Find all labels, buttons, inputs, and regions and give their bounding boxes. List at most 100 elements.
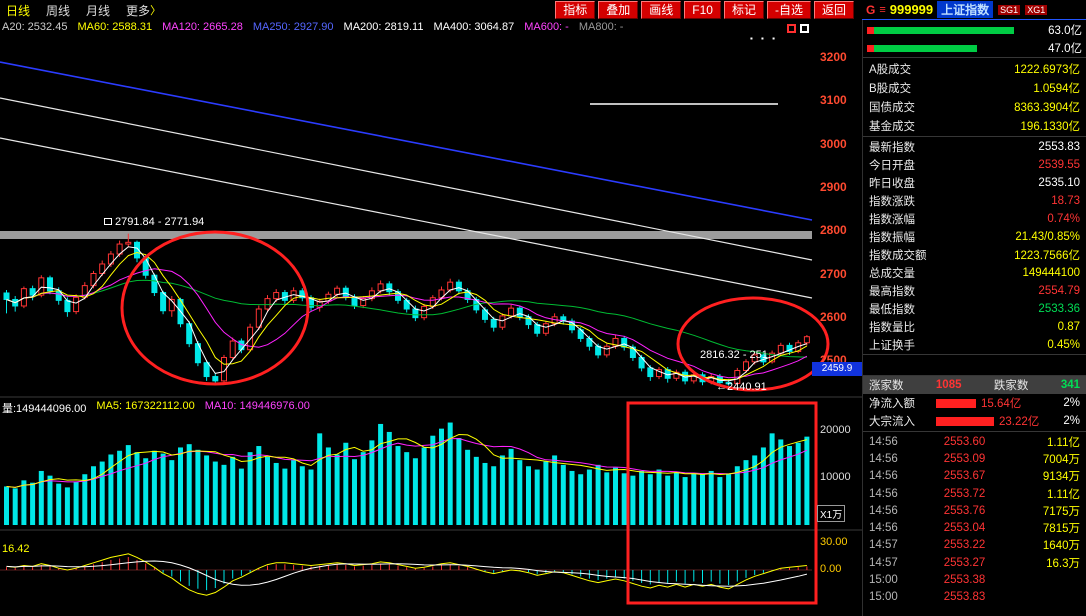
tick-row: 14:57 2553.27 16.3万 [863,554,1086,571]
tick-price: 2553.04 [943,522,986,535]
tab-monthly[interactable]: 月线 [86,3,111,18]
y-axis-label: 2600 [820,309,847,324]
tick-time: 14:56 [869,435,898,448]
draw-line-button[interactable]: 画线 [641,1,682,19]
menu-icon[interactable]: ≡ [879,3,886,16]
volume-labels: 量:149444096.00 MA5: 167322112.00 MA10: 149… [2,400,310,416]
volume-ma-label: MA10: 149446976.00 [204,400,310,412]
tick-list[interactable]: 14:56 2553.60 1.11亿 14:56 2553.09 7004万 14:56 2… [863,433,1086,606]
turnover-value: 1.0594亿 [1033,82,1080,95]
ma-label: MA400: 3064.87 [433,21,515,33]
back-button[interactable]: 返回 [813,1,854,19]
chart-close-icon[interactable] [800,24,809,33]
quote-label: 指数涨跌 [869,196,915,208]
queue-bar-red-segment [867,26,874,34]
flow-row: 净流入额 15.64亿 2% [863,394,1086,412]
quote-header: G ≡ 999999 上证指数 SG1 XG1 [862,0,1086,20]
queue-bar [867,44,977,52]
chart-region[interactable]: A20: 2532.45 MA60: 2588.31 MA120: 2665.28 M… [0,20,862,616]
range-annotation: 2816.32 - 251 [700,349,768,361]
turnover-value: 196.1330亿 [1020,120,1080,133]
chevron-right-icon[interactable]: 〉 [150,5,162,17]
sidebar-spacer [863,354,1086,376]
quote-label: 最低指数 [869,304,915,316]
ma-labels: A20: 2532.45 MA60: 2588.31 MA120: 2665.28 M… [2,21,623,33]
stock-code[interactable]: 999999 [889,2,934,17]
kline-chart-canvas[interactable] [0,20,862,616]
tab-weekly[interactable]: 周线 [46,3,71,18]
stock-name[interactable]: 上证指数 [937,1,994,18]
turnover-value: 1222.6973亿 [1014,63,1080,76]
top-toolbar: 日线 周线 月线 更多 〉 指标 叠加 画线 F10 标记 -自选 返回 G ≡ 999999 上… [0,0,1086,20]
quote-label: 指数振幅 [869,232,915,244]
queue-bar-green-segment [874,44,977,52]
tick-time: 15:00 [869,574,898,587]
chart-tool-icon[interactable] [787,24,796,33]
ma-label: MA800: - [578,21,624,33]
quote-value: 1223.7566亿 [1014,250,1080,262]
g-indicator: G [866,2,876,17]
turnover-label: 国债成交 [869,101,915,114]
tag-xg1: XG1 [1025,4,1048,15]
tick-row: 14:57 2553.22 1640万 [863,537,1086,554]
flow-label: 净流入额 [869,398,915,410]
quote-row: 今日开盘 2539.55 [863,156,1086,174]
queue-bar-row: 63.0亿 [863,22,1086,38]
mark-button[interactable]: 标记 [723,1,764,19]
tick-price: 2553.67 [943,470,986,483]
tab-more[interactable]: 更多 [126,3,151,18]
down-count-label: 跌家数 [993,380,1029,392]
toolbar-dots-icon[interactable]: ▪ ▪ ▪ [750,34,778,43]
volume-axis-label: 20000 [820,424,851,436]
tick-row: 14:56 2553.67 9134万 [863,468,1086,485]
tick-row: 14:56 2553.76 7175万 [863,502,1086,519]
quote-row: 最新指数 2553.83 [863,138,1086,156]
y-axis-label: 2700 [820,266,847,281]
tick-volume: 1.11亿 [1046,488,1080,501]
y-axis-label: 2800 [820,223,847,238]
volume-ma-label: MA5: 167322112.00 [96,400,195,412]
low-annotation: ←2440.91 [716,381,767,393]
oscillator-value: 16.42 [2,543,30,555]
up-count-label: 涨家数 [869,380,904,392]
turnover-row: 基金成交 196.1330亿 [863,116,1086,135]
tick-row: 14:56 2553.04 7815万 [863,519,1086,536]
tick-price: 2553.38 [943,574,986,587]
ma-label: A20: 2532.45 [2,21,68,33]
volume-unit-label: X1万 [817,505,846,522]
tick-row: 14:56 2553.60 1.11亿 [863,433,1086,450]
peak-annotation: 2791.84 - 2771.94 [104,216,204,228]
quote-row: 指数振幅 21.43/0.85% [863,228,1086,246]
quote-label: 总成交量 [869,268,915,280]
f10-button[interactable]: F10 [684,1,721,19]
tab-daily[interactable]: 日线 [6,3,31,18]
price-tag: 2459.9 [812,362,862,376]
quote-value: 21.43/0.85% [1015,231,1080,243]
tick-price: 2553.72 [943,487,986,500]
oscillator-axis-label: 30.00 [820,536,848,548]
turnover-label: 基金成交 [869,120,915,133]
quote-value: 0.74% [1047,213,1080,225]
quote-row: 上证换手 0.45% [863,336,1086,354]
turnover-label: B股成交 [869,82,912,95]
flow-row: 大宗流入 23.22亿 2% [863,412,1086,430]
tick-volume: 7004万 [1042,453,1080,466]
oscillator-axis-label: 0.00 [820,563,842,575]
indicator-button[interactable]: 指标 [555,1,596,19]
y-axis-label: 3200 [820,50,847,64]
queue-bar-green-segment [874,26,1014,34]
quote-row: 指数成交额 1223.7566亿 [863,246,1086,264]
quote-value: 0.87 [1057,321,1080,333]
up-count-value: 1085 [935,379,962,391]
toolbar-buttons: 指标 叠加 画线 F10 标记 -自选 返回 [555,1,854,19]
ma-label: MA600: - [524,21,569,33]
turnover-row: B股成交 1.0594亿 [863,78,1086,97]
period-tabs: 日线 周线 月线 更多 [0,2,150,19]
quote-label: 上证换手 [869,340,915,352]
quote-value: 2535.10 [1038,177,1080,189]
flow-percent: 2% [1063,415,1080,427]
quote-row: 指数量比 0.87 [863,318,1086,336]
watchlist-remove-button[interactable]: -自选 [766,1,811,19]
overlay-button[interactable]: 叠加 [598,1,639,19]
turnover-row: 国债成交 8363.3904亿 [863,97,1086,116]
